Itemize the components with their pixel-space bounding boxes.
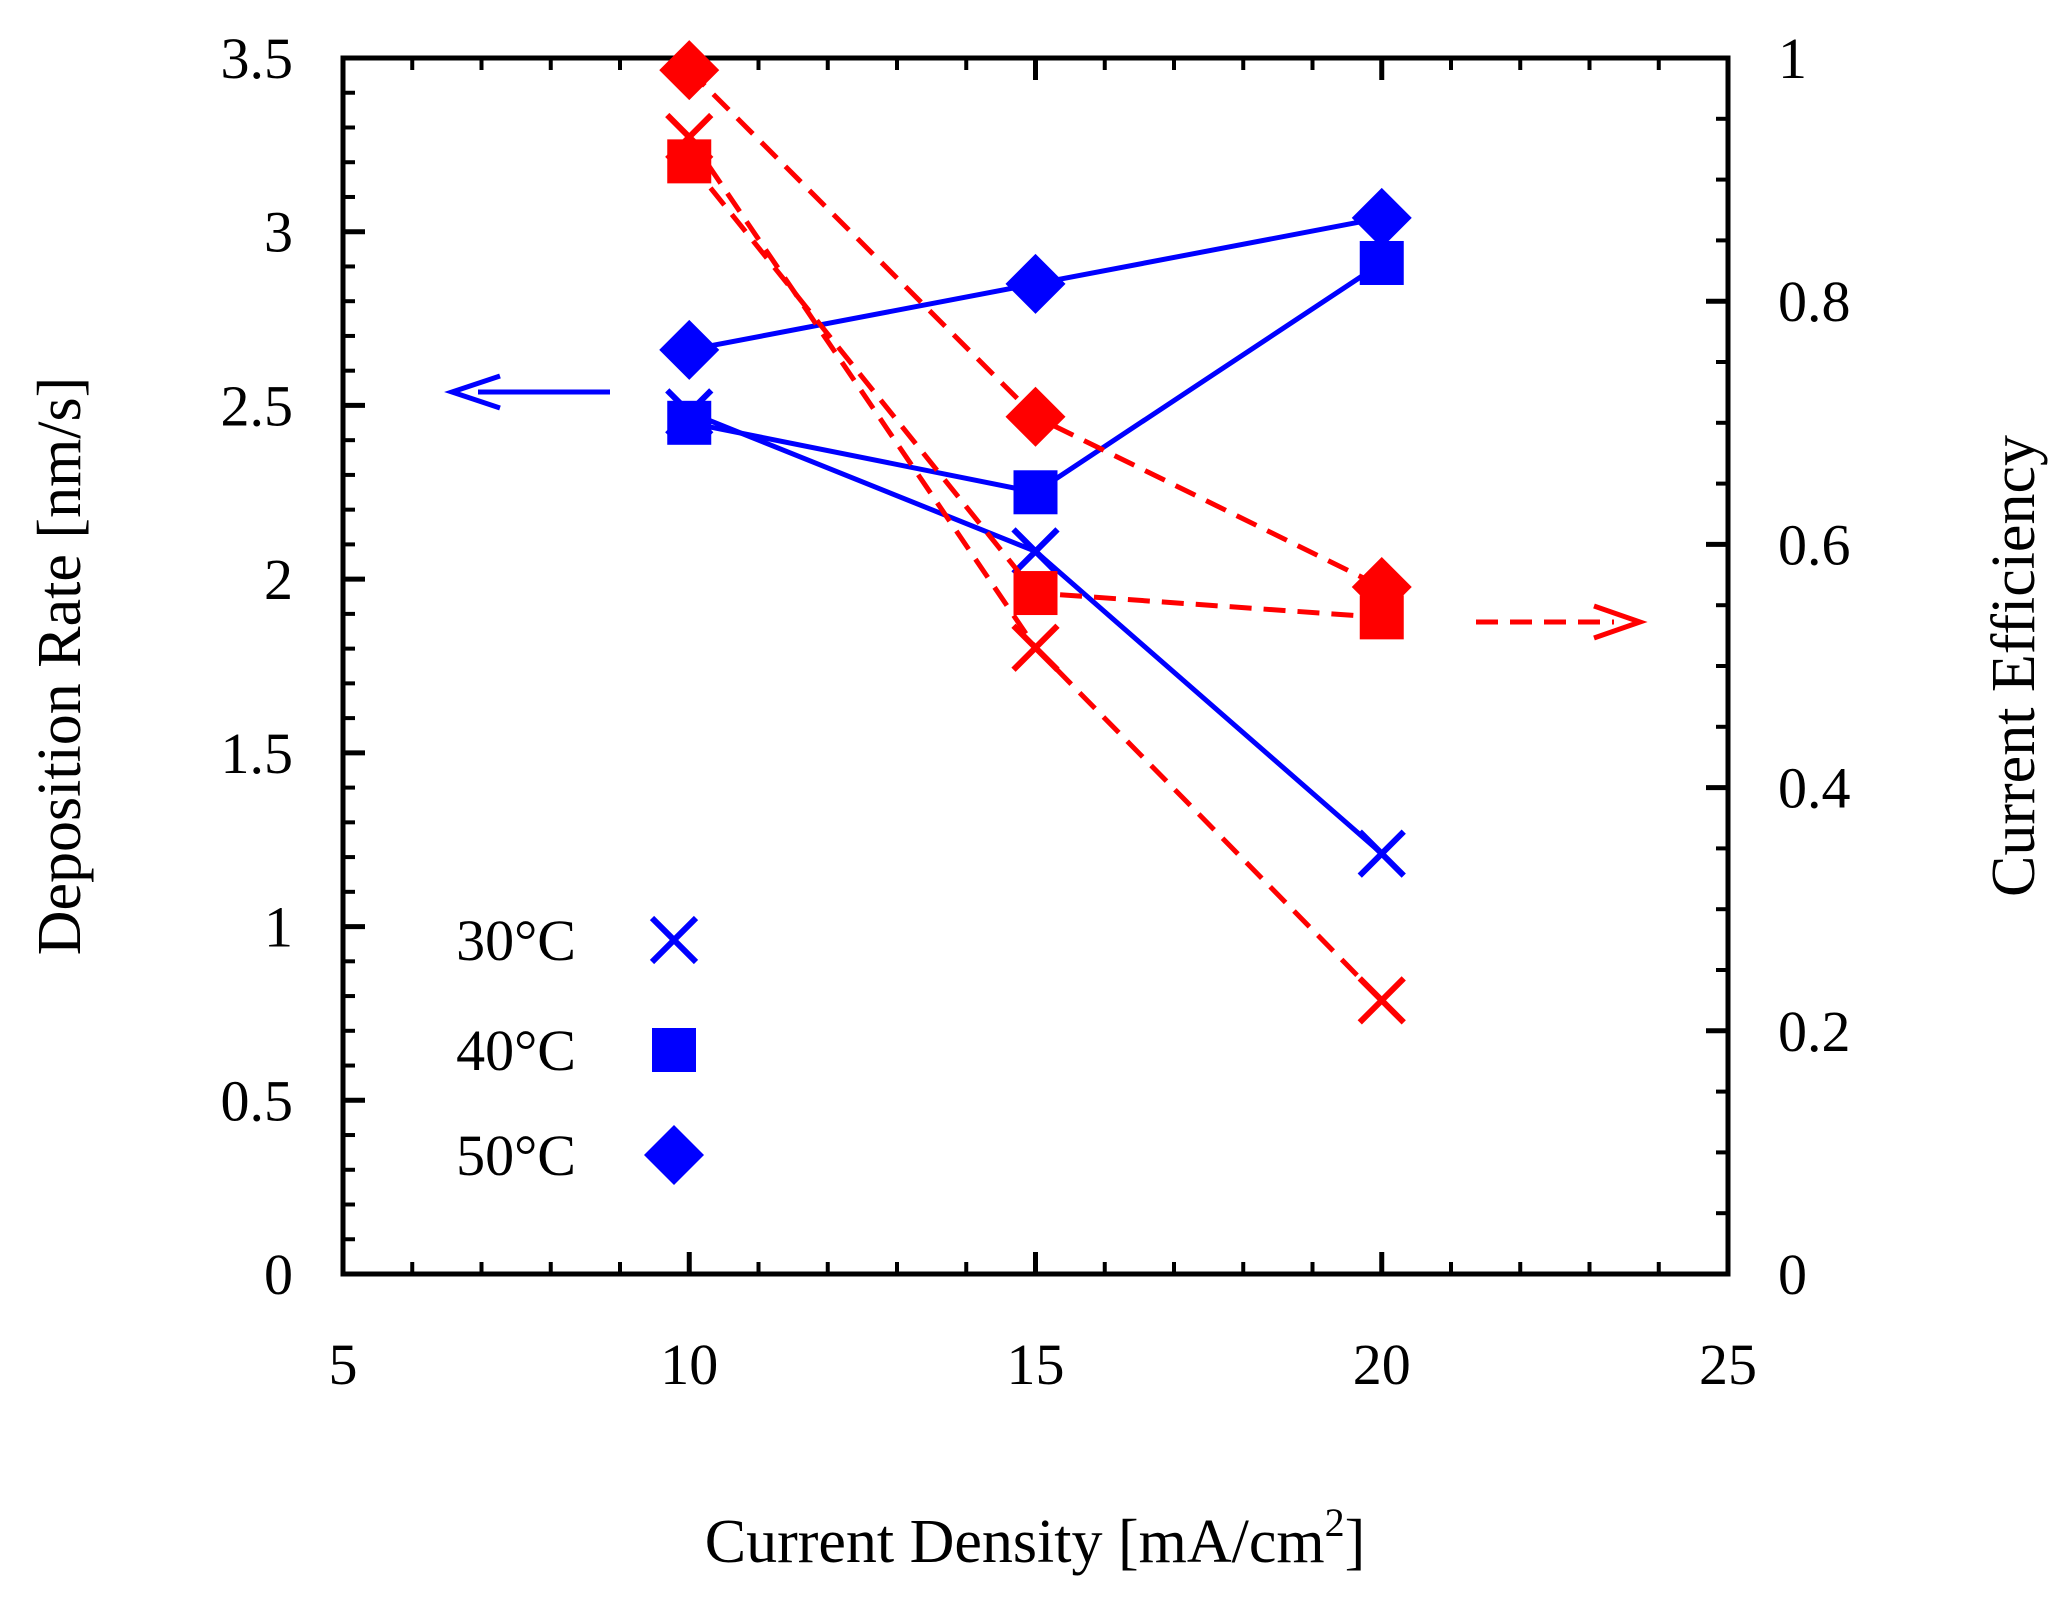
x-axis-title-suffix: ] [1345, 1508, 1366, 1576]
data-point-square [667, 139, 712, 184]
data-point-diamond [659, 40, 720, 101]
x-axis-title: Current Density [mA/cm2] [705, 1500, 1366, 1576]
legend-label: 40°C [456, 1018, 576, 1083]
data-point-x [1357, 976, 1406, 1025]
data-point-diamond [659, 319, 720, 380]
y-right-tick-label: 0.2 [1778, 999, 1851, 1064]
plot-area [340, 55, 1731, 1277]
plot-frame [340, 55, 1731, 1277]
legend-label: 50°C [456, 1123, 576, 1188]
data-point-square [1013, 470, 1058, 515]
annotations [444, 373, 1648, 641]
legend: 30°C 40°C 50°C [456, 908, 704, 1188]
y-right-tick-label: 0.8 [1778, 269, 1851, 334]
data-point-x-stroke-b [1011, 623, 1060, 672]
right-axis-arrow-head [1593, 603, 1648, 641]
series-deposition-rate-30c [665, 388, 1406, 878]
y-left-tick-label: 1 [264, 895, 293, 960]
data-point-x [1011, 527, 1060, 576]
data-point-square [667, 400, 712, 445]
data-point-diamond [1351, 187, 1412, 248]
series-current-efficiency-50c [659, 40, 1412, 617]
data-point-x-stroke-b [1357, 976, 1406, 1025]
data-point-diamond [1005, 386, 1066, 447]
x-tick-label: 20 [1353, 1332, 1411, 1397]
data-point-x [1011, 623, 1060, 672]
y-left-tick-label: 0.5 [221, 1068, 294, 1133]
y-right-tick-label: 0 [1778, 1242, 1807, 1307]
y-right-tick-label: 0.4 [1778, 756, 1851, 821]
legend-entry: 50°C [456, 1123, 704, 1188]
y-left-tick-label: 3 [264, 200, 293, 265]
y-right-tick-label: 0.6 [1778, 512, 1851, 577]
y-left-tick-label: 3.5 [221, 26, 294, 91]
tick-marks: 5 10 15 20 25 0 0.5 1 1.5 2 2.5 3 3.5 0 0.2 0.4 0.6 0.8 1 [221, 26, 1851, 1397]
x-tick-label: 10 [660, 1332, 718, 1397]
y-left-tick-label: 1.5 [221, 721, 294, 786]
legend-marker-diamond [644, 1125, 704, 1185]
y-right-axis-title: Current Efficiency [1980, 435, 2048, 897]
data-point-square [1013, 571, 1058, 616]
x-tick-label: 15 [1007, 1332, 1065, 1397]
data-point-x-stroke-b [1357, 829, 1406, 878]
legend-entry: 40°C [456, 1018, 696, 1083]
legend-marker-x-stroke-b [649, 915, 699, 965]
y-left-tick-label: 2 [264, 547, 293, 612]
y-right-tick-label: 1 [1778, 26, 1807, 91]
y-left-tick-label: 2.5 [221, 373, 294, 438]
series-deposition-rate-50c [659, 187, 1412, 380]
series-current-efficiency-30c [665, 112, 1406, 1025]
data-point-diamond [1005, 253, 1066, 314]
x-tick-label: 25 [1699, 1332, 1757, 1397]
x-tick-label: 5 [329, 1332, 358, 1397]
legend-marker-square [652, 1028, 696, 1072]
y-left-axis-title: Deposition Rate [nm/s] [26, 377, 94, 956]
x-axis-title-main: Current Density [mA/cm [705, 1508, 1325, 1576]
legend-label: 30°C [456, 908, 576, 973]
data-point-diamond [1351, 556, 1412, 617]
series-deposition-rate-40c [667, 240, 1404, 515]
series-current-efficiency-40c [667, 139, 1404, 640]
data-point-x-stroke-b [1011, 527, 1060, 576]
data-point-x [1357, 829, 1406, 878]
legend-marker-x [649, 915, 699, 965]
data-point-square [1359, 240, 1404, 285]
x-axis-title-superscript: 2 [1325, 1500, 1345, 1545]
left-axis-arrow-head [444, 373, 501, 411]
y-left-tick-label: 0 [264, 1242, 293, 1307]
legend-entry: 30°C [456, 908, 699, 973]
data-series [659, 40, 1412, 1025]
